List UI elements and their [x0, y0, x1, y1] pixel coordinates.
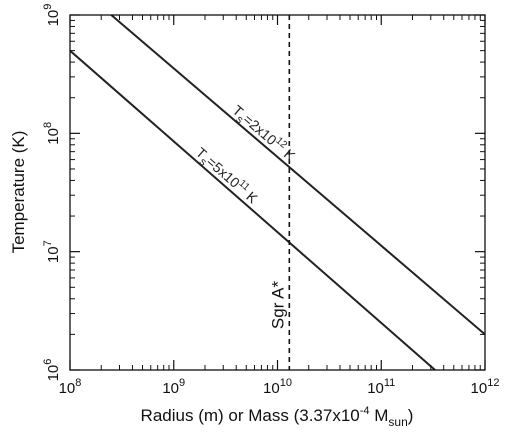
y-tick-exp: 6 [42, 359, 54, 365]
x-tick-label: 1010 [263, 377, 292, 397]
y-tick-label: 109 [42, 4, 62, 27]
x-tick-base: 10 [471, 380, 488, 397]
y-tick-exp: 9 [42, 4, 54, 10]
x-tick-exp: 8 [75, 377, 81, 389]
y-tick-label: 107 [42, 240, 62, 263]
x-tick-label: 1012 [471, 377, 500, 397]
y-tick-base: 10 [45, 128, 62, 145]
y-tick-exp: 7 [42, 240, 54, 246]
y-tick-exp: 8 [42, 122, 54, 128]
series-label: Ts=5x1011 K [190, 143, 262, 209]
x-tick-exp: 12 [487, 377, 499, 389]
x-tick-exp: 11 [384, 377, 395, 389]
y-tick-label: 108 [42, 122, 62, 145]
x-tick-label: 108 [59, 377, 82, 397]
y-tick-base: 10 [45, 365, 62, 382]
x-axis-label: Radius (m) or Mass (3.37x10-4 Msun) [141, 405, 414, 429]
x-tick-base: 10 [59, 380, 76, 397]
sgr-a-label: Sgr A* [268, 281, 287, 330]
y-tick-base: 10 [45, 246, 62, 263]
y-axis-label: Temperature (K) [9, 131, 28, 254]
y-tick-label: 106 [42, 359, 62, 382]
x-tick-exp: 9 [179, 377, 185, 389]
x-tick-exp: 10 [280, 377, 292, 389]
series-line [110, 15, 485, 336]
x-tick-base: 10 [367, 380, 384, 397]
y-tick-base: 10 [45, 10, 62, 27]
series-line [70, 49, 436, 370]
x-tick-base: 10 [263, 380, 280, 397]
x-tick-base: 10 [162, 380, 179, 397]
x-tick-label: 1011 [367, 377, 395, 397]
x-tick-label: 109 [162, 377, 185, 397]
